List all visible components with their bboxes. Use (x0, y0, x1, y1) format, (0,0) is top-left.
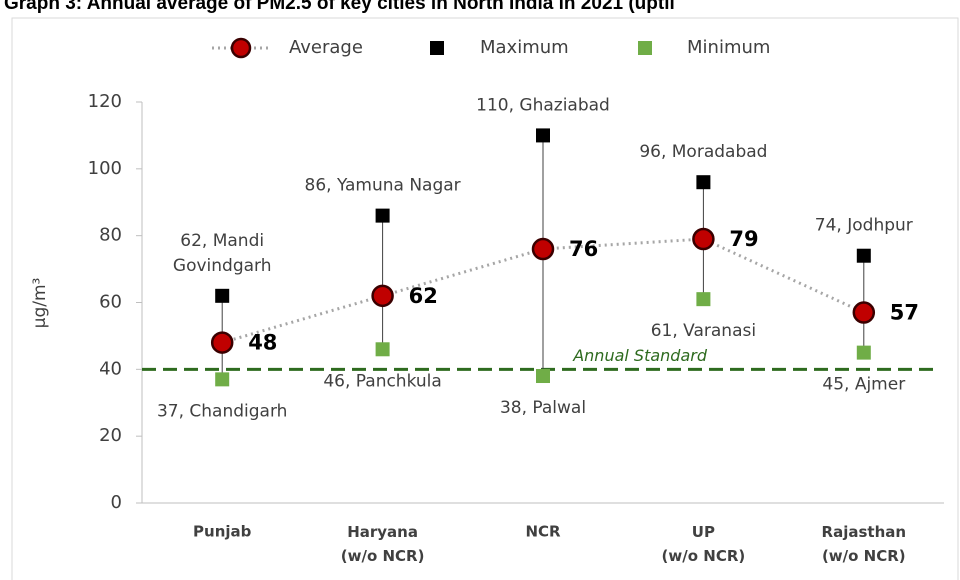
min-marker (696, 292, 711, 307)
max-marker (215, 288, 230, 303)
max-marker (536, 128, 550, 143)
max-label: 96, Moradabad (639, 142, 767, 162)
average-label: 62 (409, 284, 438, 308)
x-tick-label-line: Rajasthan (822, 523, 907, 541)
min-label: 38, Palwal (500, 398, 586, 418)
x-tick-label: UP (w/o NCR) (662, 523, 746, 565)
max-label: 86, Yamuna Nagar (305, 176, 461, 196)
average-marker (852, 301, 876, 324)
max-marker (856, 248, 871, 263)
legend-label: Minimum (687, 37, 770, 58)
max-marker (375, 208, 390, 223)
average-marker (371, 284, 394, 308)
max-label-line: Govindgarh (173, 256, 272, 276)
chart-title: Graph 3: Annual average of PM2.5 of key … (4, 0, 675, 14)
legend-marker (638, 41, 652, 55)
min-label: 37, Chandigarh (157, 401, 287, 421)
y-tick-label: 0 (111, 492, 122, 513)
x-tick-label: Rajasthan (w/o NCR) (822, 523, 907, 565)
chart-frame (11, 17, 959, 580)
y-tick-label: 40 (99, 358, 122, 379)
legend-label: Maximum (480, 37, 569, 58)
average-marker (210, 331, 234, 354)
max-marker (696, 175, 711, 190)
average-label: 79 (729, 227, 758, 251)
average-marker (531, 237, 555, 261)
average-label: 48 (248, 331, 277, 355)
reference-label: Annual Standard (572, 346, 708, 365)
min-label: 61, Varanasi (651, 321, 756, 341)
max-label-line: 62, Mandi (180, 231, 264, 251)
x-tick-label: NCR (525, 523, 561, 541)
x-tick-label-line: UP (692, 523, 715, 541)
x-tick-label-line: (w/o NCR) (822, 547, 906, 565)
legend-label: Average (289, 37, 363, 58)
min-label: 45, Ajmer (822, 375, 905, 395)
min-marker (375, 342, 390, 357)
y-tick-label: 120 (88, 91, 122, 112)
max-label: 74, Jodhpur (815, 216, 913, 236)
x-tick-label-line: Haryana (347, 523, 418, 541)
x-tick-label-line: (w/o NCR) (662, 547, 746, 565)
min-label: 46, Panchkula (323, 371, 441, 391)
y-tick-label: 20 (99, 425, 122, 446)
min-marker (215, 372, 230, 387)
x-tick-label-line: (w/o NCR) (341, 547, 425, 565)
average-label: 57 (890, 301, 919, 325)
legend-marker (230, 37, 252, 59)
max-label: 62, Mandi Govindgarh (173, 231, 272, 276)
y-tick-label: 60 (99, 292, 122, 313)
min-marker (536, 369, 550, 384)
y-tick-label: 80 (99, 225, 122, 246)
average-marker (692, 227, 715, 251)
x-tick-label: Haryana (w/o NCR) (341, 523, 425, 565)
max-label: 110, Ghaziabad (476, 95, 610, 115)
min-marker (856, 345, 871, 360)
legend-marker (430, 41, 444, 55)
y-axis-label: µg/m³ (30, 278, 50, 329)
average-line (221, 237, 865, 345)
x-tick-label: Punjab (193, 523, 252, 541)
y-tick-label: 100 (88, 158, 122, 179)
average-label: 76 (569, 237, 598, 261)
